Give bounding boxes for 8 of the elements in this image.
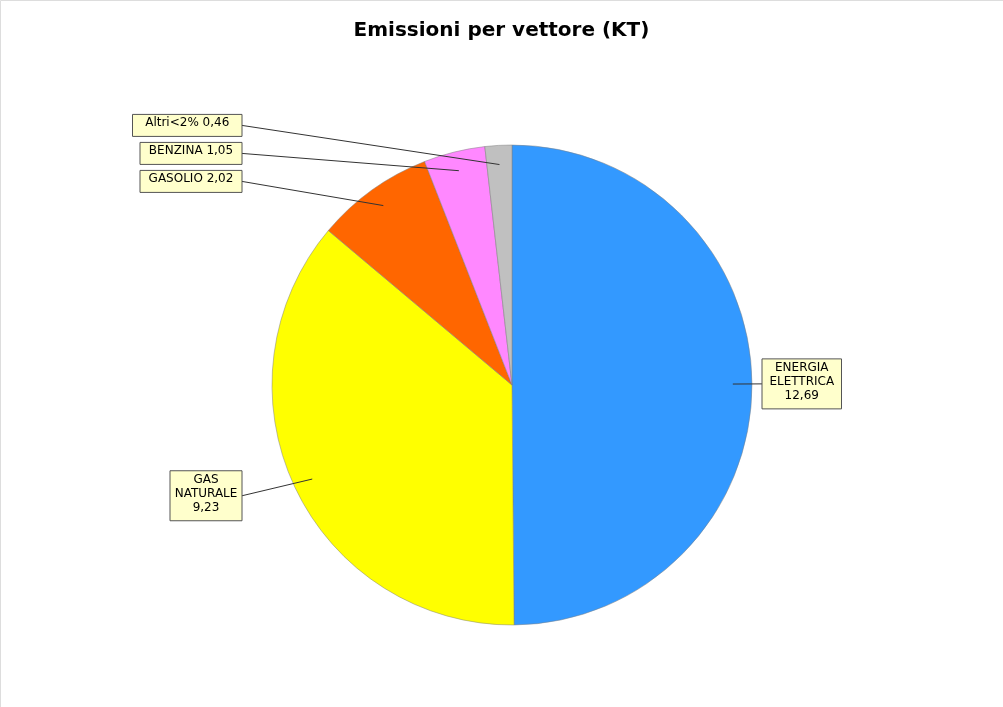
data-label: 9,23 xyxy=(192,499,220,514)
data-label: 12,69 xyxy=(784,387,819,402)
slice-label: GASOLIO 2,02 xyxy=(148,171,234,186)
slice-label: GAS NATURALE xyxy=(174,471,238,500)
slice-label: ENERGIA ELETTRICA xyxy=(769,359,835,388)
slice-label: Altri<2% 0,46 xyxy=(145,115,230,130)
slice-label: BENZINA 1,05 xyxy=(148,143,234,158)
chart-title: Emissioni per vettore (KT) xyxy=(353,17,650,41)
